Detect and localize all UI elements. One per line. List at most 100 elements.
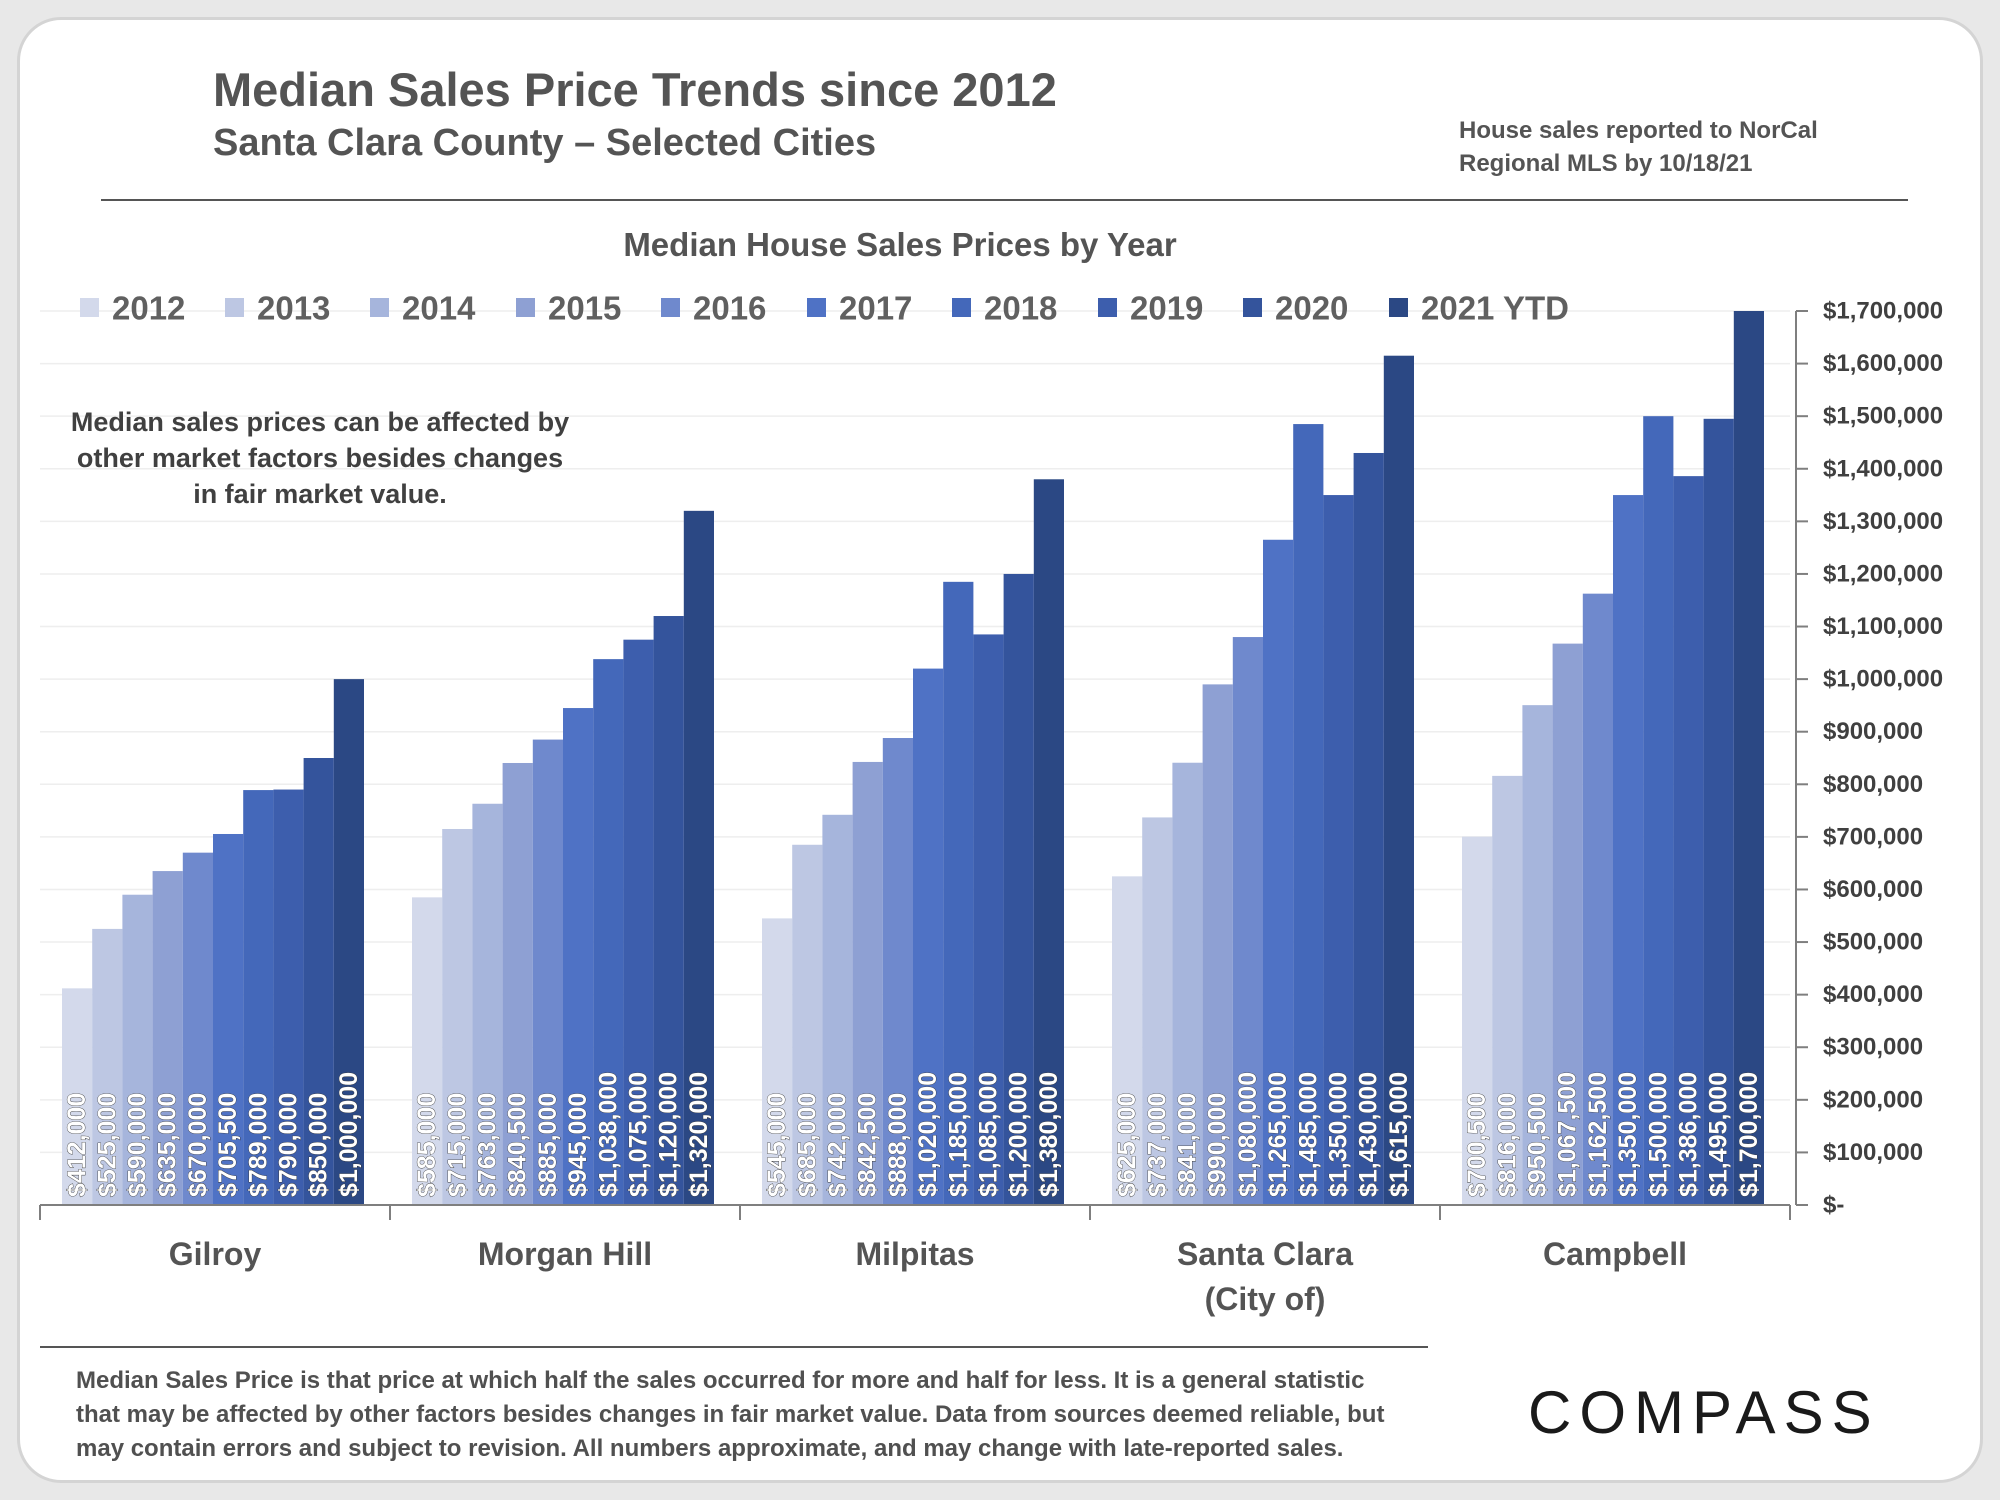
footnote-line: that may be affected by other factors be…	[76, 1401, 1385, 1428]
bar	[1462, 836, 1493, 1205]
bar	[1003, 573, 1034, 1205]
data-label: $1,038,000	[594, 1072, 622, 1197]
y-tick-label: $100,000	[1823, 1139, 1923, 1166]
annotation-line: in fair market value.	[193, 479, 447, 509]
x-tick-label: Campbell	[1543, 1236, 1687, 1272]
data-label: $1,200,000	[1005, 1072, 1033, 1197]
data-label: $1,386,000	[1675, 1072, 1703, 1197]
bar	[1033, 479, 1064, 1205]
y-tick-label: $1,400,000	[1823, 455, 1943, 482]
legend-swatch	[952, 298, 971, 317]
data-label: $1,430,000	[1355, 1072, 1383, 1197]
legend-label: 2017	[839, 290, 912, 327]
footer-divider	[40, 1346, 1428, 1348]
data-label: $715,000	[443, 1093, 471, 1197]
data-label: $685,000	[793, 1093, 821, 1197]
y-tick-label: $-	[1823, 1192, 1844, 1219]
data-label: $789,000	[244, 1093, 272, 1197]
data-label: $670,000	[184, 1093, 212, 1197]
legend-label: 2015	[548, 290, 621, 327]
data-label: $742,000	[824, 1093, 852, 1197]
data-label: $816,000	[1493, 1093, 1521, 1197]
bar	[822, 814, 853, 1205]
bar	[1492, 775, 1523, 1205]
x-tick-label: Santa Clara	[1177, 1236, 1353, 1272]
source-note: House sales reported to NorCal Regional …	[1459, 114, 1879, 180]
bar	[333, 679, 364, 1205]
legend-label: 2021 YTD	[1421, 290, 1569, 327]
data-label: $1,615,000	[1385, 1072, 1413, 1197]
y-tick-label: $1,200,000	[1823, 560, 1943, 587]
bar	[1552, 643, 1583, 1205]
bar	[213, 833, 244, 1205]
legend-label: 2016	[693, 290, 766, 327]
x-tick-label: Morgan Hill	[478, 1236, 652, 1272]
bar	[182, 852, 213, 1205]
bar	[532, 739, 563, 1205]
bar	[92, 928, 123, 1205]
bar	[1582, 593, 1613, 1205]
page-title: Median Sales Price Trends since 2012	[213, 63, 1057, 116]
legend-label: 2020	[1275, 290, 1348, 327]
data-label: $1,495,000	[1705, 1072, 1733, 1197]
bar	[152, 871, 183, 1205]
data-label: $705,500	[214, 1093, 242, 1197]
legend-swatch	[807, 298, 826, 317]
footnote-line: may contain errors and subject to revisi…	[76, 1435, 1344, 1462]
data-label: $1,067,500	[1554, 1072, 1582, 1197]
bar	[1202, 684, 1233, 1205]
data-label: $1,075,000	[625, 1072, 653, 1197]
legend-label: 2019	[1130, 290, 1203, 327]
bar	[472, 803, 503, 1205]
bar	[623, 639, 654, 1205]
data-label: $790,000	[275, 1093, 303, 1197]
bar	[303, 758, 334, 1205]
data-label: $850,000	[305, 1093, 333, 1197]
bar	[1263, 539, 1294, 1205]
y-tick-label: $1,700,000	[1823, 298, 1943, 325]
bar	[973, 634, 1004, 1205]
y-tick-label: $1,000,000	[1823, 666, 1943, 693]
chart-annotation: Median sales prices can be affected by o…	[50, 404, 590, 512]
data-label: $1,020,000	[914, 1072, 942, 1197]
x-tick-label: (City of)	[1205, 1281, 1326, 1317]
data-label: $625,000	[1113, 1093, 1141, 1197]
footnote: Median Sales Price is that price at whic…	[76, 1364, 1436, 1466]
data-label: $990,000	[1204, 1093, 1232, 1197]
y-tick-label: $1,600,000	[1823, 350, 1943, 377]
y-tick-label: $400,000	[1823, 981, 1923, 1008]
data-label: $635,000	[154, 1093, 182, 1197]
legend-label: 2012	[112, 290, 185, 327]
data-label: $885,000	[534, 1093, 562, 1197]
legend-swatch	[1389, 298, 1408, 317]
bar	[1293, 424, 1324, 1205]
x-tick-label: Gilroy	[169, 1236, 262, 1272]
y-tick-label: $500,000	[1823, 929, 1923, 956]
compass-logo: COMPASS	[1528, 1379, 1880, 1446]
bar	[943, 581, 974, 1205]
data-label: $888,000	[884, 1093, 912, 1197]
bar	[683, 510, 714, 1205]
bar	[792, 844, 823, 1205]
data-label: $1,000,000	[335, 1072, 363, 1197]
bar	[593, 659, 624, 1205]
chart-title: Median House Sales Prices by Year	[623, 226, 1177, 263]
source-note-line: Regional MLS by 10/18/21	[1459, 150, 1753, 177]
legend-label: 2014	[402, 290, 476, 327]
legend-swatch	[225, 298, 244, 317]
bar	[1522, 705, 1553, 1205]
data-label: $737,000	[1143, 1093, 1171, 1197]
legend-label: 2018	[984, 290, 1057, 327]
data-label: $763,000	[474, 1093, 502, 1197]
bar	[1172, 762, 1203, 1205]
bar	[62, 988, 93, 1205]
bar	[442, 828, 473, 1205]
footnote-line: Median Sales Price is that price at whic…	[76, 1367, 1365, 1394]
y-tick-label: $200,000	[1823, 1086, 1923, 1113]
data-label: $840,500	[504, 1093, 532, 1197]
bar	[762, 918, 793, 1205]
data-label: $1,320,000	[685, 1072, 713, 1197]
y-tick-label: $600,000	[1823, 876, 1923, 903]
bar	[1673, 476, 1704, 1205]
